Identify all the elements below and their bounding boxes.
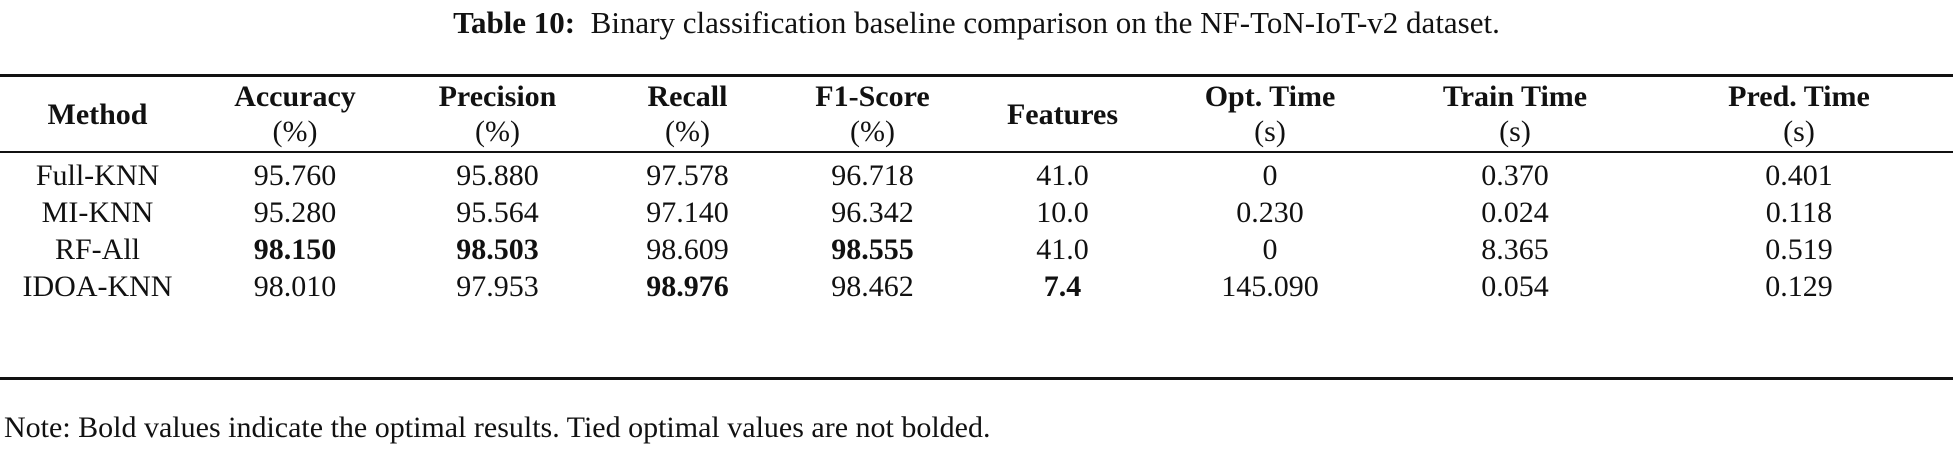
header-label: Pred. Time <box>1728 80 1870 113</box>
header-label: Accuracy <box>234 80 356 113</box>
cell-pred-time: 0.519 <box>1765 233 1833 266</box>
header-train-time: Train Time (s) <box>1385 77 1645 151</box>
cell-train-time: 8.365 <box>1481 233 1549 266</box>
cell-f1-score: 98.555 <box>831 233 914 266</box>
cell-accuracy: 95.280 <box>253 196 337 229</box>
cell-method: Full-KNN <box>35 159 160 192</box>
header-unit: (s) <box>1783 115 1815 148</box>
header-label: Method <box>47 97 148 131</box>
cell-method: RF-All <box>54 233 141 266</box>
cell-f1-score: 96.718 <box>831 159 914 192</box>
cell-features: 41.0 <box>1036 159 1089 192</box>
bottom-rule <box>0 377 1953 380</box>
table-header: Method Accuracy (%) Precision (%) Recall (%… <box>0 77 1953 151</box>
header-pred-time: Pred. Time (s) <box>1645 77 1953 151</box>
cell-train-time: 0.370 <box>1481 159 1549 192</box>
cell-recall: 98.976 <box>646 270 729 303</box>
table-body: Full-KNN 95.760 95.880 97.578 96.718 41.… <box>0 151 1953 305</box>
cell-recall: 97.578 <box>646 159 729 192</box>
cell-recall: 97.140 <box>646 196 729 229</box>
results-table: Method Accuracy (%) Precision (%) Recall (%… <box>0 77 1953 305</box>
cell-f1-score: 96.342 <box>831 196 914 229</box>
caption-label: Table 10: <box>453 5 576 40</box>
cell-features: 10.0 <box>1036 196 1089 229</box>
cell-accuracy: 98.010 <box>253 270 337 303</box>
cell-features: 7.4 <box>1043 270 1082 303</box>
header-label: F1-Score <box>815 80 930 113</box>
header-label: Train Time <box>1442 80 1588 113</box>
header-accuracy: Accuracy (%) <box>195 77 395 151</box>
header-unit: (%) <box>850 115 895 148</box>
header-recall: Recall (%) <box>600 77 775 151</box>
header-unit: (s) <box>1254 115 1286 148</box>
header-unit: (%) <box>272 115 318 148</box>
cell-precision: 98.503 <box>456 233 539 266</box>
cell-method: IDOA-KNN <box>22 270 173 303</box>
header-f1-score: F1-Score (%) <box>775 77 970 151</box>
header-method: Method <box>0 77 195 151</box>
cell-opt-time: 0.230 <box>1236 196 1304 229</box>
header-label: Features <box>1006 97 1119 131</box>
header-unit: (s) <box>1499 115 1531 148</box>
header-label: Precision <box>438 80 557 113</box>
cell-pred-time: 0.129 <box>1765 270 1833 303</box>
header-label: Opt. Time <box>1204 80 1336 113</box>
header-unit: (%) <box>475 115 520 148</box>
table-caption: Table 10: Binary classification baseline… <box>0 0 1953 48</box>
cell-method: MI-KNN <box>41 196 154 229</box>
table-row: IDOA-KNN 98.010 97.953 98.976 98.462 7.4… <box>0 268 1953 305</box>
cell-opt-time: 0 <box>1262 233 1278 266</box>
table-note: Note: Bold values indicate the optimal r… <box>4 411 991 444</box>
cell-recall: 98.609 <box>646 233 729 266</box>
header-precision: Precision (%) <box>395 77 600 151</box>
cell-features: 41.0 <box>1036 233 1089 266</box>
cell-opt-time: 0 <box>1262 159 1278 192</box>
header-features: Features <box>970 77 1155 151</box>
cell-f1-score: 98.462 <box>831 270 914 303</box>
cell-precision: 95.880 <box>456 159 539 192</box>
header-opt-time: Opt. Time (s) <box>1155 77 1385 151</box>
cell-accuracy: 98.150 <box>253 233 337 266</box>
header-row: Method Accuracy (%) Precision (%) Recall (%… <box>0 77 1953 151</box>
table-row: MI-KNN 95.280 95.564 97.140 96.342 10.0 … <box>0 194 1953 231</box>
cell-precision: 97.953 <box>456 270 539 303</box>
cell-pred-time: 0.118 <box>1765 196 1833 229</box>
caption-text: Binary classification baseline compariso… <box>590 5 1500 40</box>
cell-train-time: 0.054 <box>1481 270 1549 303</box>
cell-train-time: 0.024 <box>1481 196 1549 229</box>
header-label: Recall <box>647 80 728 113</box>
top-rule <box>0 74 1953 77</box>
cell-pred-time: 0.401 <box>1765 159 1833 192</box>
table-row: Full-KNN 95.760 95.880 97.578 96.718 41.… <box>0 151 1953 194</box>
table-row: RF-All 98.150 98.503 98.609 98.555 41.0 … <box>0 231 1953 268</box>
header-rule <box>0 151 1953 153</box>
cell-accuracy: 95.760 <box>253 159 337 192</box>
cell-precision: 95.564 <box>456 196 539 229</box>
cell-opt-time: 145.090 <box>1221 270 1319 303</box>
header-unit: (%) <box>665 115 710 148</box>
